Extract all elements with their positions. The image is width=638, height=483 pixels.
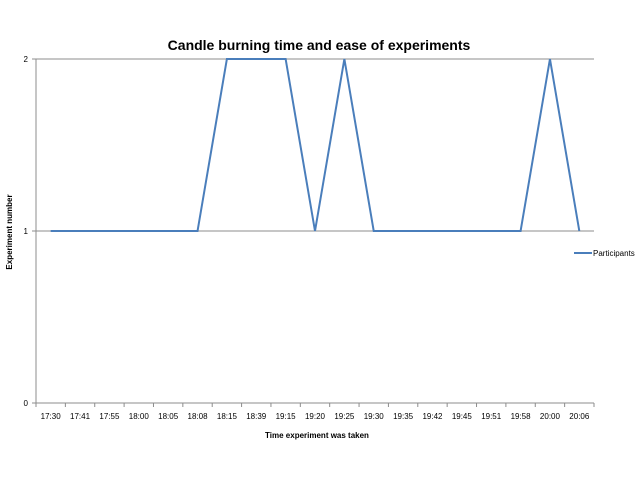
x-tick-label: 20:06 [569, 412, 590, 421]
x-tick-label: 19:51 [481, 412, 502, 421]
x-tick-label: 19:15 [276, 412, 297, 421]
legend-label-participants: Participants [593, 249, 635, 258]
legend: Participants [574, 249, 635, 258]
y-axis-title: Experiment number [5, 194, 14, 269]
y-tick-label: 1 [24, 227, 29, 236]
x-tick-label: 20:00 [540, 412, 561, 421]
x-tick-label: 18:00 [129, 412, 150, 421]
y-tick-label: 0 [24, 399, 29, 408]
series-lines [50, 58, 581, 232]
x-tick-label: 17:55 [99, 412, 120, 421]
x-tick-label: 18:05 [158, 412, 179, 421]
axes [32, 58, 595, 407]
x-tick-label: 17:30 [41, 412, 62, 421]
series-line-participants [50, 58, 581, 232]
x-tick-label: 18:39 [246, 412, 267, 421]
x-tick-label: 19:45 [452, 412, 473, 421]
x-tick-label: 19:25 [334, 412, 355, 421]
x-tick-label: 18:08 [188, 412, 209, 421]
x-tick-label: 19:20 [305, 412, 326, 421]
chart-title: Candle burning time and ease of experime… [168, 37, 471, 53]
y-tick-label: 2 [24, 55, 29, 64]
x-tick-label: 19:35 [393, 412, 414, 421]
x-axis-tick-labels: 17:30 17:41 17:55 18:00 18:05 18:08 18:15 18:39… [41, 412, 590, 421]
y-axis-tick-labels: 0 1 2 [24, 55, 29, 408]
x-tick-label: 19:58 [511, 412, 532, 421]
x-tick-label: 17:41 [70, 412, 91, 421]
x-tick-label: 18:15 [217, 412, 238, 421]
x-axis-title: Time experiment was taken [265, 431, 369, 440]
gridlines [36, 58, 594, 232]
x-tick-label: 19:30 [364, 412, 385, 421]
x-tick-label: 19:42 [422, 412, 443, 421]
